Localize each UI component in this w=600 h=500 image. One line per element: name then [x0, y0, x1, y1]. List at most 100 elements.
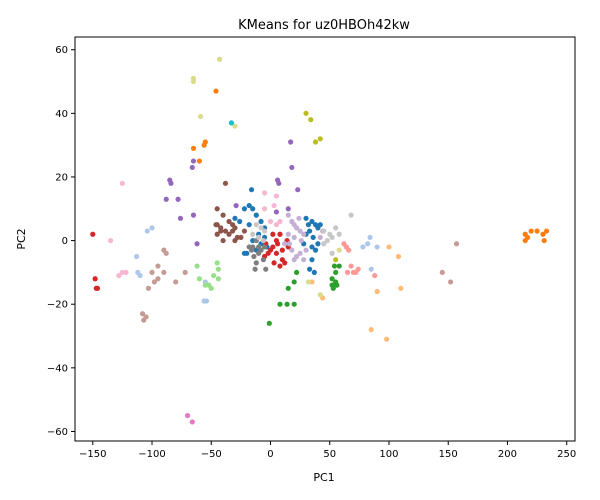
cluster-10-point [241, 228, 248, 234]
cluster-4-point [336, 263, 342, 269]
cluster-17-point [317, 292, 323, 298]
cluster-16-point [312, 139, 319, 145]
cluster-0-point [317, 222, 323, 228]
cluster-14-point [260, 257, 266, 263]
cluster-6-point [271, 260, 277, 266]
cluster-10-point [220, 212, 226, 218]
cluster-1-point [543, 228, 550, 234]
cluster-11-point [141, 317, 147, 323]
cluster-11-point [161, 269, 167, 276]
cluster-6-point [265, 250, 271, 256]
cluster-7-point [372, 272, 378, 279]
cluster-0-point [303, 215, 309, 221]
cluster-13-point [119, 269, 125, 276]
cluster-11-point [139, 311, 146, 317]
cluster-16-point [333, 257, 339, 263]
cluster-13-point [119, 180, 125, 186]
y-tick-label: 0 [62, 236, 68, 247]
chart-title: KMeans for uz0HBOh42kw [238, 18, 410, 33]
cluster-11-point [145, 285, 152, 291]
cluster-13-point [273, 222, 280, 228]
x-tick-label: 150 [439, 449, 458, 460]
cluster-8-point [168, 180, 174, 186]
cluster-3-point [398, 285, 404, 291]
cluster-10-point [226, 231, 232, 237]
cluster-6-point [273, 250, 280, 256]
y-tick-label: 40 [55, 109, 68, 120]
cluster-17-point [190, 78, 197, 85]
cluster-6-point [277, 231, 283, 237]
cluster-0-point [309, 257, 315, 263]
cluster-2-point [360, 244, 366, 250]
cluster-1-point [213, 88, 219, 94]
cluster-15-point [258, 225, 264, 231]
cluster-10-point [226, 218, 232, 225]
cluster-13-point [123, 269, 129, 276]
cluster-15-point [250, 231, 256, 237]
cluster-0-point [246, 202, 252, 209]
cluster-4-point [291, 279, 297, 285]
cluster-8-point [295, 187, 301, 193]
x-tick-label: 0 [267, 449, 273, 460]
cluster-2-point [374, 244, 380, 250]
cluster-9-point [303, 247, 309, 253]
cluster-6-point [273, 237, 280, 244]
cluster-15-point [260, 237, 266, 244]
cluster-14-point [251, 253, 257, 260]
cluster-2-point [203, 298, 210, 304]
cluster-6-point [282, 260, 288, 266]
cluster-14-point [252, 266, 258, 272]
cluster-0-point [306, 228, 313, 234]
cluster-2-point [365, 241, 371, 247]
cluster-1-point [525, 234, 531, 241]
cluster-0-point [315, 241, 321, 247]
cluster-10-point [220, 237, 226, 244]
cluster-8-point [276, 180, 282, 186]
cluster-4-point [333, 279, 339, 285]
cluster-10-point [214, 206, 220, 212]
y-tick-label: 60 [55, 45, 68, 56]
cluster-4-point [291, 301, 297, 307]
cluster-8-point [190, 212, 197, 218]
cluster-13-point [261, 190, 268, 196]
data-points [90, 56, 550, 425]
x-tick-label: −150 [79, 449, 106, 460]
cluster-4-point [330, 285, 336, 291]
cluster-5-point [196, 276, 203, 282]
cluster-1-point [202, 139, 208, 145]
cluster-7-point [343, 244, 349, 250]
cluster-11-point [155, 263, 161, 269]
cluster-7-point [355, 266, 361, 272]
cluster-9-point [285, 212, 291, 218]
cluster-10-point [218, 225, 224, 231]
cluster-9-point [317, 234, 323, 241]
cluster-17-point [336, 247, 342, 253]
cluster-2-point [134, 253, 140, 260]
cluster-4-point [329, 276, 335, 282]
cluster-14-point [261, 244, 268, 250]
cluster-6-point [277, 263, 283, 269]
cluster-8-point [285, 206, 291, 212]
cluster-8-point [273, 209, 280, 215]
cluster-9-point [296, 215, 302, 221]
cluster-9-point [298, 237, 304, 244]
cluster-10-point [213, 222, 219, 228]
cluster-1-point [196, 158, 203, 164]
x-axis: −150 −100 −50 0 50 100 150 200 250 [79, 441, 576, 460]
cluster-17-point [197, 113, 204, 120]
cluster-4-point [333, 269, 339, 276]
cluster-0-point [258, 218, 264, 225]
cluster-9-point [291, 257, 297, 263]
cluster-15-point [329, 250, 335, 256]
cluster-9-point [297, 228, 303, 234]
cluster-0-point [311, 269, 317, 276]
cluster-11-point [149, 269, 155, 276]
cluster-13-point [277, 218, 283, 225]
cluster-5-point [215, 266, 221, 272]
cluster-12-point [184, 412, 191, 419]
y-axis: −60 −40 −20 0 20 40 60 [47, 45, 75, 438]
cluster-0-point [310, 234, 316, 241]
cluster-0-point [306, 266, 313, 272]
cluster-8-point [175, 196, 181, 202]
